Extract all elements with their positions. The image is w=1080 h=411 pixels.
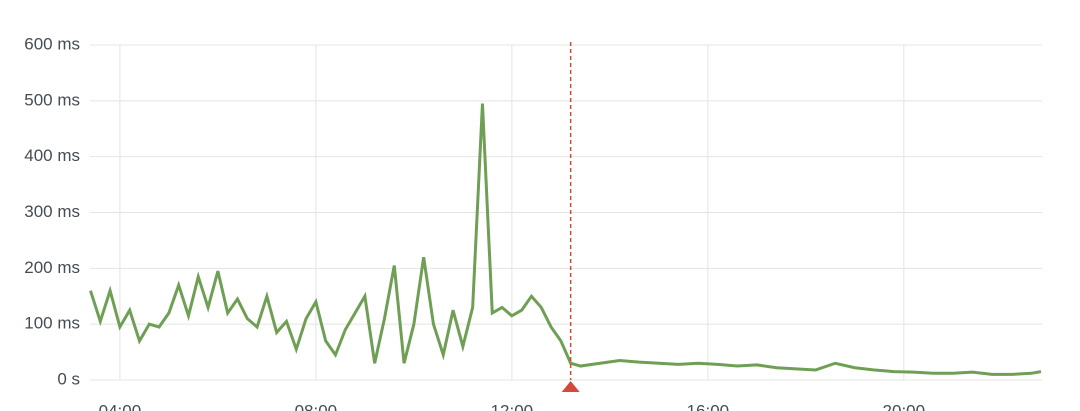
y-tick-label: 500 ms <box>24 90 80 109</box>
y-tick-label: 200 ms <box>24 258 80 277</box>
x-tick-label: 20:00 <box>883 401 926 411</box>
x-tick-label: 08:00 <box>295 401 338 411</box>
y-tick-label: 300 ms <box>24 202 80 221</box>
x-tick-label: 16:00 <box>687 401 730 411</box>
series-line <box>89 103 1042 376</box>
x-tick-label: 12:00 <box>491 401 534 411</box>
y-tick-label: 600 ms <box>24 34 80 53</box>
x-tick-label: 04:00 <box>99 401 142 411</box>
y-tick-label: 0 s <box>57 369 80 388</box>
y-tick-label: 400 ms <box>24 146 80 165</box>
event-marker-arrow <box>561 381 580 392</box>
y-tick-label: 100 ms <box>24 314 80 333</box>
